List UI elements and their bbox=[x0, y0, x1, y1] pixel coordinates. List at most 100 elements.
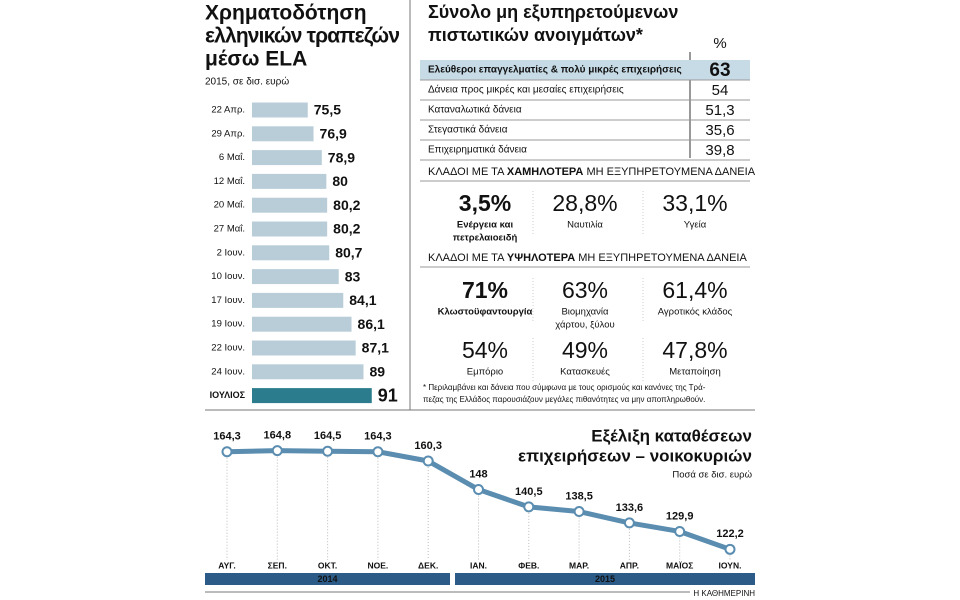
heading-part: ΧΑΜΗΛΟΤΕΡΑ bbox=[507, 166, 584, 178]
row-label: Δάνεια προς μικρές και μεσαίες επιχειρήσ… bbox=[428, 84, 624, 96]
point bbox=[322, 445, 334, 457]
section-heading: ΚΛΑΔΟΙ ΜΕ ΤΑ ΥΨΗΛΟΤΕΡΑ ΜΗ ΕΞΥΠΗΡΕΤΟΥΜΕΝΑ… bbox=[428, 252, 747, 264]
x-tick-label: ΟΚΤ. bbox=[318, 560, 337, 570]
stat-value: 33,1% bbox=[662, 190, 727, 216]
year-band bbox=[205, 573, 450, 585]
year-label: 2014 bbox=[317, 574, 337, 584]
point bbox=[573, 506, 585, 518]
bar bbox=[252, 364, 364, 380]
stat-label: Μεταποίηση bbox=[669, 367, 721, 378]
chart-subtitle: 2015, σε δισ. ευρώ bbox=[205, 76, 289, 88]
x-tick-label: ΣΕΠ. bbox=[268, 560, 287, 570]
point bbox=[623, 517, 635, 529]
category-label: 19 Ιουν. bbox=[211, 319, 245, 330]
value-label: 87,1 bbox=[362, 340, 389, 356]
bar bbox=[252, 197, 328, 213]
value-label: 80,7 bbox=[335, 245, 362, 261]
point bbox=[724, 543, 736, 555]
value-label: 86,1 bbox=[358, 316, 385, 332]
chart-title: ελληνικών τραπεζών bbox=[205, 25, 400, 48]
x-tick-label: ΙΑΝ. bbox=[470, 560, 487, 570]
heading-part: ΥΨΗΛΟΤΕΡΑ bbox=[507, 252, 575, 264]
row-label: Επιχειρηματικά δάνεια bbox=[428, 144, 527, 156]
value-label: 164,3 bbox=[364, 431, 392, 443]
stat-value: 63% bbox=[562, 277, 608, 303]
category-label: 29 Απρ. bbox=[211, 128, 245, 139]
x-tick-label: ΦΕΒ. bbox=[518, 560, 539, 570]
bar bbox=[252, 340, 356, 356]
bar bbox=[252, 316, 352, 332]
value-label: 140,5 bbox=[515, 486, 543, 498]
value-label: 80,2 bbox=[333, 197, 360, 213]
bar bbox=[252, 221, 328, 237]
stat-label: πετρελαιοειδή bbox=[453, 233, 518, 244]
value-label: 91 bbox=[378, 385, 398, 405]
value-label: 76,9 bbox=[320, 126, 347, 142]
stat-label: Βιομηχανία bbox=[561, 307, 609, 318]
point bbox=[422, 455, 434, 467]
bar bbox=[252, 292, 344, 308]
x-tick-label: ΔΕΚ. bbox=[418, 560, 438, 570]
chart-subtitle: Ποσά σε δισ. ευρώ bbox=[672, 470, 752, 481]
row-label: Στεγαστικά δάνεια bbox=[428, 124, 508, 136]
category-label: 20 Μαΐ. bbox=[214, 200, 245, 211]
x-tick-label: ΜΑΪΟΣ bbox=[666, 560, 693, 570]
value-label: 122,2 bbox=[716, 528, 744, 540]
x-tick-label: ΝΟΕ. bbox=[368, 560, 389, 570]
footnote: * Περιλαμβάνει και δάνεια που σύμφωνα με… bbox=[423, 383, 706, 392]
stat-value: 47,8% bbox=[662, 337, 727, 363]
row-highlight bbox=[420, 60, 750, 80]
bar bbox=[252, 173, 327, 189]
category-label: 17 Ιουν. bbox=[211, 295, 245, 306]
stat-label: Ναυτιλία bbox=[567, 220, 603, 231]
point bbox=[523, 501, 535, 513]
chart-title: μέσω ELA bbox=[205, 48, 307, 71]
stat-label: χάρτου, ξύλου bbox=[555, 320, 614, 331]
value-label: 80,2 bbox=[333, 221, 360, 237]
category-label: 22 Απρ. bbox=[211, 105, 245, 116]
value-label: 164,8 bbox=[264, 429, 292, 441]
bar bbox=[252, 388, 372, 404]
point bbox=[271, 445, 283, 457]
point bbox=[221, 446, 233, 458]
bar bbox=[252, 245, 330, 261]
row-label: Ελεύθεροι επαγγελματίες & πολύ μικρές επ… bbox=[428, 65, 682, 76]
stat-label: Αγροτικός κλάδος bbox=[658, 307, 733, 318]
point bbox=[473, 484, 484, 496]
heading-part: ΚΛΑΔΟΙ ΜΕ ΤΑ bbox=[428, 166, 505, 178]
value-label: 133,6 bbox=[616, 502, 644, 514]
x-tick-label: ΑΥΓ. bbox=[218, 560, 236, 570]
category-label: 6 Μαΐ. bbox=[219, 152, 245, 163]
value-label: 160,3 bbox=[414, 440, 442, 452]
value-label: 84,1 bbox=[349, 292, 376, 308]
stat-value: 3,5% bbox=[459, 190, 511, 216]
heading-part: ΜΗ ΕΞΥΠΗΡΕΤΟΥΜΕΝΑ ΔΑΝΕΙΑ bbox=[586, 166, 755, 178]
value-label: 129,9 bbox=[666, 510, 694, 522]
category-label: 24 Ιουν. bbox=[211, 366, 245, 377]
table-title: πιστωτικών ανοιγμάτων* bbox=[428, 25, 643, 45]
chart-title: Εξέλιξη καταθέσεων bbox=[591, 426, 752, 445]
table-title: Σύνολο μη εξυπηρετούμενων bbox=[428, 2, 678, 23]
category-label: 10 Ιουν. bbox=[211, 271, 245, 282]
stat-label: Κλωστοϋφαντουργία bbox=[438, 307, 533, 318]
row-value: 39,8 bbox=[705, 142, 734, 159]
row-value: 63 bbox=[709, 60, 730, 81]
stat-value: 54% bbox=[462, 337, 508, 363]
row-value: 35,6 bbox=[705, 122, 734, 139]
x-tick-label: ΜΑΡ. bbox=[569, 560, 589, 570]
point bbox=[372, 446, 384, 458]
value-label: 138,5 bbox=[565, 490, 593, 502]
chart-title: Χρηματοδότηση bbox=[205, 2, 367, 25]
unit: % bbox=[713, 35, 726, 52]
bar bbox=[252, 150, 322, 166]
source: Η ΚΑΘΗΜΕΡΙΝΗ bbox=[693, 589, 755, 598]
row-value: 54 bbox=[712, 82, 729, 99]
value-label: 75,5 bbox=[314, 102, 341, 118]
bar bbox=[252, 102, 308, 118]
category-label: 22 Ιουν. bbox=[211, 343, 245, 354]
category-label: 2 Ιουν. bbox=[217, 247, 245, 258]
category-label: ΙΟΥΛΙΟΣ bbox=[210, 390, 246, 400]
year-band bbox=[455, 573, 755, 585]
stat-value: 28,8% bbox=[552, 190, 617, 216]
